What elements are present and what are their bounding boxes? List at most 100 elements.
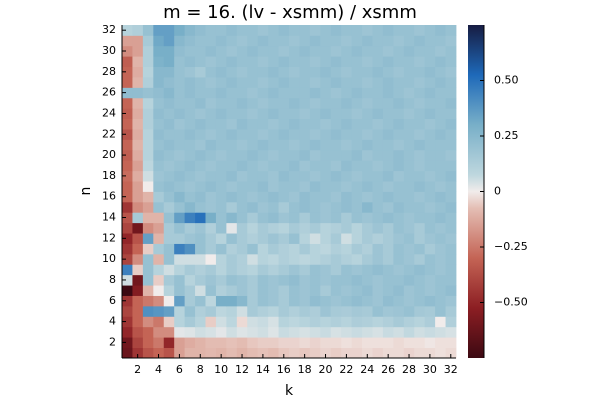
heatmap-cell: [435, 285, 446, 296]
heatmap-cell: [424, 233, 436, 244]
heatmap-cell: [122, 56, 133, 68]
y-tick-label: 20: [102, 148, 116, 161]
heatmap-cell: [205, 191, 217, 203]
heatmap-cell: [226, 149, 238, 161]
heatmap-cell: [195, 233, 206, 244]
heatmap-cell: [174, 87, 186, 99]
heatmap-cell: [132, 160, 144, 172]
heatmap-cell: [236, 170, 248, 182]
heatmap-cell: [247, 66, 259, 78]
heatmap-cell: [174, 243, 186, 255]
heatmap-cell: [403, 305, 415, 317]
heatmap-cell: [236, 253, 248, 265]
heatmap-cell: [414, 108, 426, 120]
heatmap-cell: [289, 160, 300, 172]
heatmap-cell: [382, 25, 394, 36]
heatmap-cell: [257, 285, 269, 296]
heatmap-cell: [153, 97, 165, 109]
heatmap-cell: [205, 129, 217, 140]
y-tick-label: 18: [102, 169, 116, 182]
heatmap-cell: [247, 45, 259, 57]
heatmap-cell: [195, 191, 206, 203]
heatmap-cell: [320, 118, 332, 130]
heatmap-cell: [142, 295, 154, 307]
heatmap-cell: [195, 274, 206, 286]
heatmap-cell: [414, 243, 426, 255]
heatmap-cell: [299, 337, 311, 348]
heatmap-cell: [403, 25, 415, 36]
heatmap-cell: [174, 160, 186, 172]
heatmap-cell: [205, 56, 217, 68]
heatmap-cell: [205, 160, 217, 172]
heatmap-cell: [414, 264, 426, 276]
heatmap-cell: [257, 212, 269, 224]
heatmap-cell: [205, 170, 217, 182]
x-tick-label: 6: [176, 363, 183, 376]
heatmap-cell: [382, 201, 394, 213]
heatmap-cell: [320, 337, 332, 348]
heatmap-cell: [351, 233, 363, 244]
heatmap-cell: [247, 295, 259, 307]
heatmap-cell: [215, 212, 227, 224]
heatmap-cell: [309, 160, 321, 172]
heatmap-cell: [174, 97, 186, 109]
heatmap-cell: [142, 347, 154, 359]
heatmap-cell: [195, 337, 206, 348]
heatmap-cell: [320, 191, 332, 203]
heatmap-cell: [268, 212, 279, 224]
heatmap-cell: [236, 87, 248, 99]
heatmap-cell: [132, 181, 144, 192]
heatmap-cell: [351, 129, 363, 140]
heatmap-cell: [163, 118, 175, 130]
heatmap-cell: [247, 56, 259, 68]
heatmap-cell: [195, 66, 206, 78]
heatmap-cell: [257, 97, 269, 109]
heatmap-cell: [226, 35, 238, 47]
heatmap-cell: [351, 305, 363, 317]
heatmap-cell: [445, 181, 457, 192]
heatmap-cell: [362, 326, 373, 338]
heatmap-cell: [257, 181, 269, 192]
y-tick-label: 12: [102, 231, 116, 244]
heatmap-cell: [445, 191, 457, 203]
heatmap-cell: [309, 337, 321, 348]
heatmap-cell: [351, 285, 363, 296]
heatmap-cell: [372, 129, 384, 140]
heatmap-cell: [289, 191, 300, 203]
heatmap-cell: [122, 25, 133, 36]
heatmap-cell: [424, 160, 436, 172]
heatmap-cell: [299, 316, 311, 328]
heatmap-cell: [257, 347, 269, 359]
heatmap-cell: [362, 295, 373, 307]
heatmap-cell: [122, 97, 133, 109]
heatmap-cell: [403, 243, 415, 255]
heatmap-cell: [403, 181, 415, 192]
heatmap-cell: [236, 149, 248, 161]
heatmap-cell: [403, 295, 415, 307]
heatmap-cell: [205, 108, 217, 120]
heatmap-cell: [362, 305, 373, 317]
heatmap-cell: [372, 160, 384, 172]
heatmap-cell: [393, 118, 405, 130]
heatmap-cell: [351, 326, 363, 338]
heatmap-cell: [289, 139, 300, 151]
heatmap-cell: [122, 285, 133, 296]
y-tick-label: 30: [102, 44, 116, 57]
heatmap-cell: [153, 326, 165, 338]
heatmap-cell: [205, 347, 217, 359]
heatmap-cell: [393, 170, 405, 182]
heatmap-cell: [236, 191, 248, 203]
heatmap-cell: [382, 149, 394, 161]
x-tick-label: 10: [214, 363, 228, 376]
heatmap-cell: [435, 45, 446, 57]
heatmap-cell: [362, 25, 373, 36]
heatmap-cell: [205, 25, 217, 36]
heatmap-cell: [153, 35, 165, 47]
heatmap-cell: [330, 139, 342, 151]
heatmap-cell: [320, 87, 332, 99]
heatmap-cell: [226, 201, 238, 213]
heatmap-cell: [299, 326, 311, 338]
heatmap-cell: [205, 181, 217, 192]
heatmap-cell: [122, 191, 133, 203]
heatmap-cell: [236, 35, 248, 47]
